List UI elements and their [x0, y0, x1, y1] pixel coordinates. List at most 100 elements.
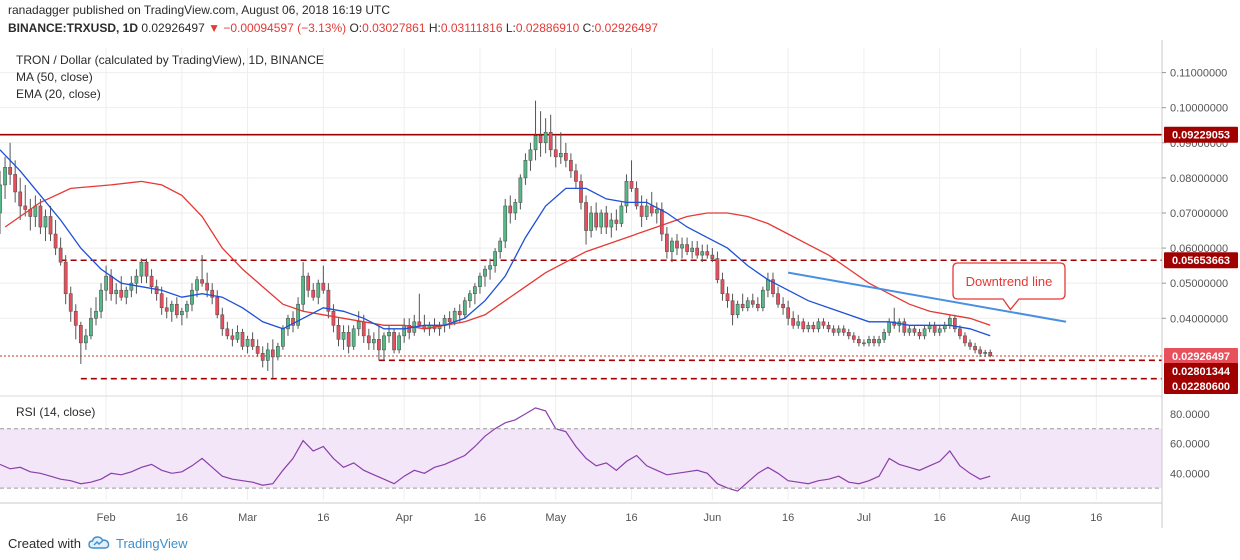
candle-down — [710, 254, 715, 259]
candle-down — [574, 170, 578, 182]
candle-down — [225, 328, 230, 337]
candle-down — [973, 346, 977, 351]
level-price-text: 0.02280600 — [1172, 381, 1230, 393]
candle-down — [508, 205, 513, 214]
candle-up — [180, 310, 184, 316]
time-axis[interactable]: Feb 16 Mar 16 Apr 16 May 16 Jun 16 Jul 16 Aug 16 — [97, 512, 1103, 524]
candle-up — [528, 149, 533, 161]
candle-up — [513, 202, 518, 214]
candle-down — [250, 339, 255, 347]
price-axis[interactable]: 0.110000000.100000000.090000000.08000000… — [1162, 68, 1228, 326]
time-tick-label: 16 — [474, 512, 486, 524]
candle-down — [144, 261, 149, 277]
candle-up — [947, 317, 952, 326]
candle-down — [725, 293, 730, 302]
candle-down — [63, 261, 68, 295]
candle-down — [361, 321, 366, 337]
candle-down — [857, 339, 861, 344]
candle-up — [185, 303, 189, 312]
candle-down — [786, 307, 791, 319]
price-tick-label: 0.04000000 — [1170, 313, 1228, 325]
candle-down — [932, 325, 937, 333]
time-tick-label: Feb — [97, 512, 116, 524]
price-tick-label: 0.06000000 — [1170, 243, 1228, 255]
candle-down — [988, 352, 993, 357]
candle-down — [109, 275, 114, 295]
price-tick-label: 0.10000000 — [1170, 103, 1228, 115]
rsi-tick-label: 80.0000 — [1170, 409, 1210, 421]
candle-down — [210, 289, 215, 298]
candle-up — [735, 303, 740, 316]
level-price-text: 0.02926497 — [1172, 351, 1230, 363]
candle-up — [680, 244, 684, 249]
candle-up — [599, 212, 604, 228]
ma50-legend: MA (50, close) — [16, 70, 93, 84]
candle-up — [922, 328, 927, 337]
price-tick-label: 0.07000000 — [1170, 208, 1228, 220]
candle-up — [190, 289, 194, 305]
candle-down — [215, 296, 220, 316]
candle-up — [351, 328, 356, 347]
ema20-line — [0, 149, 991, 337]
candle-down — [48, 216, 53, 235]
ohlc-high: 0.03111816 — [440, 21, 503, 35]
candle-down — [695, 247, 700, 256]
candle-down — [68, 293, 73, 312]
candle-down — [220, 314, 225, 330]
candle-down — [346, 332, 351, 347]
candle-up — [356, 321, 361, 330]
ema20-legend: EMA (20, close) — [16, 87, 101, 101]
time-tick-label: 16 — [934, 512, 946, 524]
author-name[interactable]: ranadagger — [8, 3, 70, 17]
created-with-text: Created with — [8, 536, 81, 551]
candle-up — [104, 275, 108, 291]
candle-up — [670, 240, 674, 252]
tradingview-brand[interactable]: TradingView — [116, 536, 188, 551]
candle-down — [538, 135, 543, 144]
candle-down — [205, 282, 210, 291]
candle-up — [94, 310, 98, 319]
candle-up — [887, 321, 892, 333]
candle-down — [740, 303, 745, 309]
candle-up — [402, 325, 407, 337]
candle-down — [447, 317, 452, 323]
candle-up — [281, 328, 285, 347]
candle-down — [685, 244, 689, 252]
candle-up — [816, 321, 821, 330]
ohlc-low: 0.02886910 — [515, 21, 580, 35]
time-tick-label: 16 — [1090, 512, 1102, 524]
published-text: published on TradingView.com, August 06,… — [72, 3, 391, 17]
candle-up — [745, 300, 750, 309]
time-tick-label: Apr — [396, 512, 413, 524]
candle-up — [518, 177, 523, 203]
price-chart[interactable]: Downtrend line 0.110000000.100000000.090… — [0, 40, 1240, 528]
tradingview-cloud-icon — [88, 536, 110, 549]
candle-up — [862, 342, 866, 345]
candle-down — [38, 205, 43, 228]
candle-up — [124, 289, 129, 298]
price-tick-label: 0.11000000 — [1170, 68, 1227, 80]
candle-down — [831, 328, 836, 333]
candle-up — [276, 346, 280, 358]
candle-down — [553, 149, 558, 158]
rsi-line — [0, 407, 991, 492]
candle-down — [755, 303, 760, 309]
candle-up — [387, 332, 391, 337]
candle-down — [584, 202, 588, 231]
candle-up — [983, 352, 988, 354]
ohlc-low-label: L: — [505, 21, 516, 35]
candle-down — [53, 233, 58, 249]
candle-up — [558, 153, 563, 158]
candle-up — [195, 279, 199, 291]
candle-down — [917, 332, 922, 337]
candle-up — [0, 184, 2, 214]
level-price-labels: 0.09229053 0.05653663 0.02926497 0.02801344… — [1164, 126, 1238, 394]
rsi-axis[interactable]: 80.0000 60.0000 40.0000 — [0, 409, 1210, 489]
symbol-quote: BINANCE:TRXUSD, 1D 0.02926497 ▼ −0.00094… — [8, 21, 658, 35]
level-price-text: 0.02801344 — [1172, 366, 1231, 378]
candle-up — [796, 321, 801, 326]
candle-down — [78, 325, 83, 344]
last-price: 0.02926497 — [141, 21, 205, 35]
price-tick-label: 0.05000000 — [1170, 278, 1228, 290]
candle-up — [139, 261, 144, 277]
